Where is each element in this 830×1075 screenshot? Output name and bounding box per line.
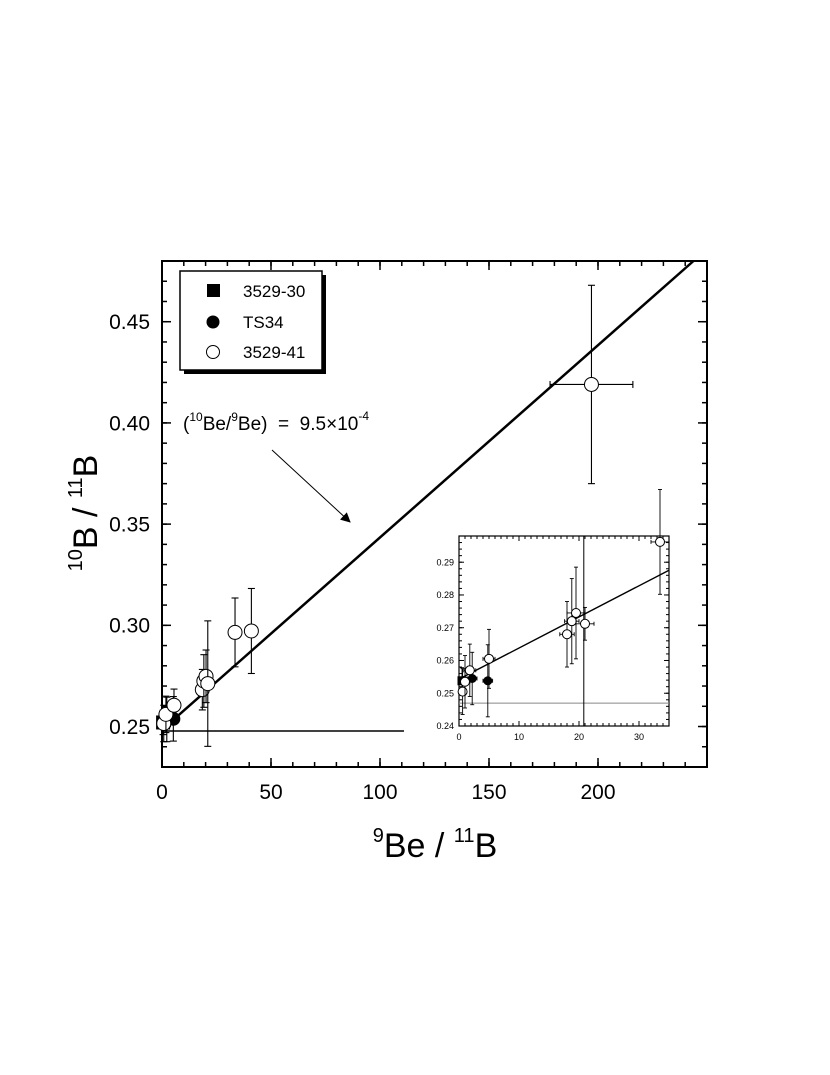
- marker-circle-open: [166, 697, 182, 713]
- marker-circle-open: [457, 686, 468, 697]
- annotation-sup2: 9: [231, 410, 238, 424]
- y-tick-label: 0.45: [109, 311, 150, 334]
- x-tick-label: 200: [580, 781, 615, 804]
- main-ticks: [161, 260, 708, 768]
- inset-reference-lines: [459, 536, 669, 726]
- annotation-mid: Be/: [203, 414, 232, 435]
- y-axis-title: 10B / 11B: [65, 455, 105, 572]
- legend-marker-square-filled: [207, 284, 220, 297]
- data-point-3529-41: [482, 628, 496, 689]
- data-point-3529-41: [227, 597, 243, 668]
- inset-fit-line: [458, 569, 670, 680]
- annotation-sup1: 10: [189, 410, 203, 424]
- marker-circle-open: [243, 623, 259, 639]
- marker-circle-filled: [483, 676, 493, 686]
- y-tick-label: 0.35: [109, 513, 150, 536]
- slope-annotation: (10Be/9Be) = 9.5×10-4: [183, 409, 369, 435]
- marker-circle-open: [562, 629, 572, 640]
- x-title-base1: Be: [384, 827, 426, 865]
- legend-marker-circle-open: [206, 345, 220, 359]
- data-point-3529-41: [650, 489, 670, 595]
- x-title-sep: /: [425, 827, 453, 865]
- data-point-3529-41: [243, 587, 259, 675]
- y-tick-label: 0.25: [436, 688, 454, 698]
- marker-circle-open: [580, 618, 590, 629]
- y-tick-label: 0.24: [436, 721, 454, 731]
- marker-circle-open: [566, 616, 577, 627]
- marker-circle-open: [464, 665, 475, 676]
- main-plot-frame: [161, 260, 708, 768]
- x-tick-label: 100: [362, 781, 397, 804]
- marker-circle-open: [200, 676, 216, 692]
- marker-circle-open: [484, 653, 494, 664]
- x-tick-label: 0: [456, 732, 461, 742]
- marker-circle-open: [655, 536, 665, 547]
- legend-label-3529-30: 3529-30: [243, 282, 305, 301]
- x-tick-label: 30: [634, 732, 644, 742]
- x-title-sup2: 11: [454, 825, 475, 847]
- inset-ticks: [458, 535, 670, 727]
- y-tick-label: 0.40: [109, 412, 150, 435]
- x-tick-label: 20: [574, 732, 584, 742]
- inset-plot-frame: [458, 535, 670, 727]
- marker-circle-open: [460, 676, 470, 687]
- inset-data-points: [457, 489, 670, 718]
- marker-circle-open: [571, 607, 581, 618]
- y-tick-label: 0.29: [436, 557, 454, 567]
- y-title-sup1: 10: [65, 549, 87, 571]
- data-point-3529-41: [200, 620, 216, 747]
- inset-plot: 0 10 20 30 0.24 0.25 0.26 0.27 0.28 0.29: [436, 489, 670, 742]
- data-point-3529-41: [463, 643, 477, 697]
- x-tick-label: 50: [259, 781, 282, 804]
- legend-label-3529-41: 3529-41: [243, 343, 305, 362]
- data-point-3529-41: [158, 695, 174, 734]
- legend-marker-circle-filled: [206, 315, 220, 329]
- annotation-exp: -4: [358, 409, 369, 423]
- marker-circle-open: [227, 624, 243, 640]
- marker-circle-open: [583, 376, 599, 392]
- x-tick-label: 0: [156, 781, 168, 804]
- y-title-sep: /: [67, 498, 105, 526]
- annotation-suffix: Be) = 9.5×10: [238, 414, 358, 435]
- main-fit-line: [161, 260, 695, 731]
- annotation-prefix: (: [183, 414, 190, 435]
- x-title-sup1: 9: [373, 825, 384, 847]
- data-point-3529-41: [166, 688, 182, 723]
- y-title-sup2: 11: [65, 477, 87, 498]
- y-tick-label: 0.28: [436, 590, 454, 600]
- x-axis-title: 9Be / 11B: [373, 825, 498, 865]
- data-point-3529-41: [575, 606, 595, 641]
- y-title-base2: B: [67, 455, 105, 478]
- y-tick-label: 0.30: [109, 615, 150, 638]
- y-title-base1: B: [67, 526, 105, 549]
- main-data-points: [156, 284, 634, 747]
- legend: 3529-30 TS34 3529-41: [179, 270, 326, 374]
- legend-label-ts34: TS34: [243, 313, 284, 332]
- x-tick-label: 150: [471, 781, 506, 804]
- x-tick-label: 10: [514, 732, 524, 742]
- y-tick-label: 0.26: [436, 656, 454, 666]
- y-tick-label: 0.27: [436, 623, 454, 633]
- x-title-base2: B: [475, 827, 498, 865]
- y-tick-label: 0.25: [109, 716, 150, 739]
- fit-line: [458, 569, 670, 680]
- inset-tick-labels: 0 10 20 30 0.24 0.25 0.26 0.27 0.28 0.29: [436, 557, 644, 742]
- fit-line: [161, 260, 695, 731]
- legend-box: [179, 270, 323, 371]
- data-point-3529-41: [549, 284, 634, 485]
- annotation-arrow: [271, 449, 351, 523]
- data-point-3529-41: [566, 566, 586, 660]
